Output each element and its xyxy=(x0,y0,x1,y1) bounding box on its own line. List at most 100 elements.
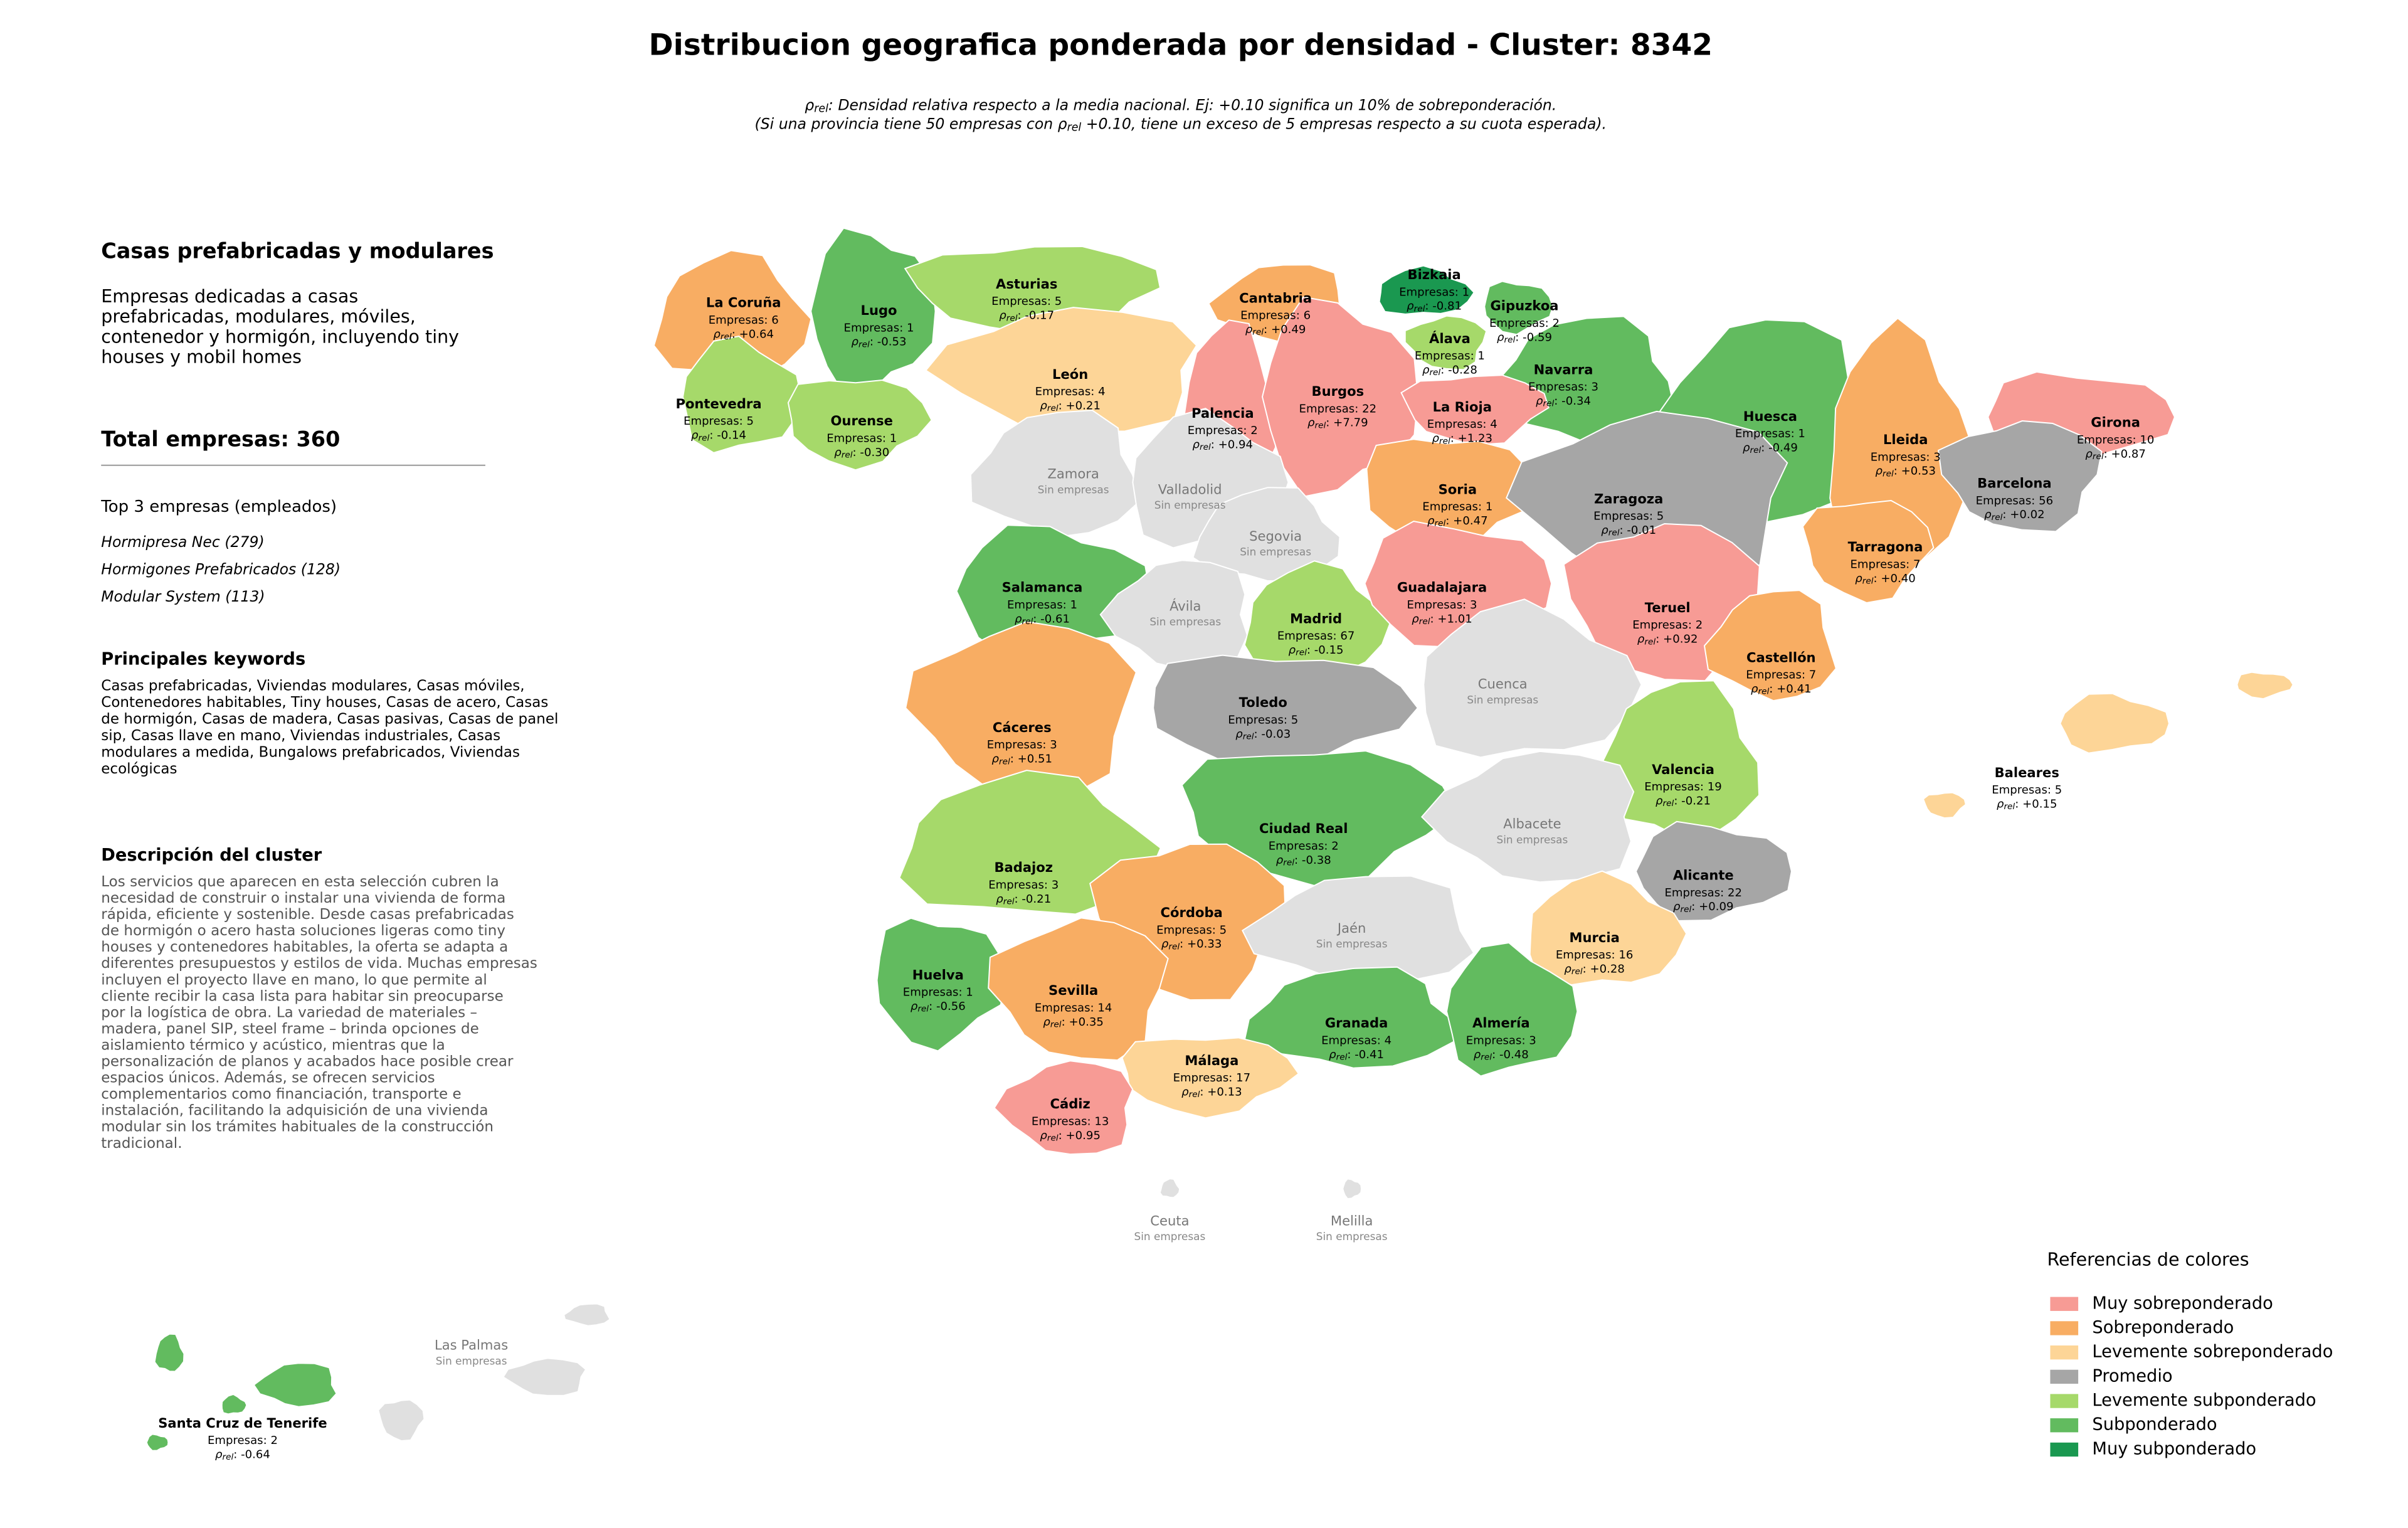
province-name: Cáceres xyxy=(993,719,1052,735)
province-shape xyxy=(1635,820,1792,922)
rho-symbol: ρ xyxy=(1407,300,1414,313)
rho-symbol: ρ xyxy=(1427,514,1435,528)
province-shape xyxy=(1484,280,1554,336)
legend-label: Promedio xyxy=(2092,1366,2172,1386)
legend-label: Muy sobreponderado xyxy=(2092,1293,2273,1313)
province-count: Empresas: 3 xyxy=(987,738,1057,751)
province-count: Empresas: 6 xyxy=(1240,309,1311,322)
province-count: Sin empresas xyxy=(1316,1230,1388,1243)
rho-value: : -0.56 xyxy=(929,1000,966,1013)
legend-label: Levemente subponderado xyxy=(2092,1391,2316,1410)
keywords-line: Contenedores habitables, Tiny houses, Ca… xyxy=(101,694,548,711)
rho-value: : -0.81 xyxy=(1425,300,1462,313)
province-shape xyxy=(1153,654,1419,772)
province-shape xyxy=(253,1362,337,1408)
rho-subscript: rel xyxy=(1543,399,1555,409)
legend-title: Referencias de colores xyxy=(2047,1249,2249,1270)
intro-line: prefabricadas, modulares, móviles, xyxy=(101,306,416,327)
top-heading: Top 3 empresas (empleados) xyxy=(100,497,337,516)
rho-symbol: ρ xyxy=(852,336,859,349)
description-heading: Descripción del cluster xyxy=(101,846,322,865)
description-line: modular sin los trámites habituales de l… xyxy=(101,1119,494,1135)
province-rho: ρrel: +0.40 xyxy=(1855,572,1916,586)
rho-subscript: rel xyxy=(1750,445,1761,455)
intro-line: Empresas dedicadas a casas xyxy=(101,286,358,307)
rho-symbol: ρ xyxy=(1743,441,1750,454)
rho-value: : -0.17 xyxy=(1018,309,1055,322)
rho-symbol: ρ xyxy=(1289,644,1296,657)
legend-label: Subponderado xyxy=(2092,1415,2217,1435)
province-count: Empresas: 3 xyxy=(1871,450,1941,464)
panel-heading: Casas prefabricadas y modulares xyxy=(101,238,494,263)
province-name: Ourense xyxy=(831,413,893,428)
province-name: La Coruña xyxy=(706,295,781,310)
province-count: Empresas: 2 xyxy=(208,1434,278,1447)
province-shape xyxy=(899,770,1162,915)
rho-value: : +0.41 xyxy=(1769,682,1811,696)
province-rho: ρrel: +0.13 xyxy=(1181,1085,1242,1100)
province-rho: ρrel: +0.94 xyxy=(1192,438,1253,452)
rho-subscript: rel xyxy=(858,339,870,349)
province-count: Sin empresas xyxy=(436,1355,507,1367)
province-shape xyxy=(924,307,1198,433)
rho-symbol: ρ xyxy=(991,753,999,766)
province-name: Valencia xyxy=(1652,761,1714,777)
province-name: Jaén xyxy=(1336,920,1366,936)
rho-subscript: rel xyxy=(1006,313,1018,323)
province-count: Empresas: 5 xyxy=(991,295,1062,308)
province-count: Empresas: 3 xyxy=(1466,1034,1536,1048)
rho-symbol: ρ xyxy=(999,309,1006,322)
province-name: Baleares xyxy=(1995,765,2059,780)
province-name: Burgos xyxy=(1312,383,1365,399)
province-shape xyxy=(1404,315,1487,371)
subtitle-line: (Si una provincia tiene 50 empresas con … xyxy=(755,115,1607,134)
keywords-line: de hormigón, Casas de madera, Casas pasi… xyxy=(101,711,558,728)
rho-subscript: rel xyxy=(1200,442,1211,452)
province-count: Empresas: 10 xyxy=(2077,433,2155,447)
rho-subscript: rel xyxy=(2093,452,2104,462)
rho-value: : +7.79 xyxy=(1326,416,1368,430)
province-rho: ρrel: -0.56 xyxy=(911,1000,966,1014)
province-rho: ρrel: +0.15 xyxy=(1997,797,2057,812)
province-count: Sin empresas xyxy=(1467,693,1538,706)
province-name: Zaragoza xyxy=(1594,491,1663,506)
rho-symbol: ρ xyxy=(996,893,1003,906)
province-shape xyxy=(1241,875,1475,987)
province-count: Empresas: 2 xyxy=(1489,317,1560,330)
rho-value: : +0.28 xyxy=(1583,962,1625,975)
rho-symbol: ρ xyxy=(1875,465,1883,478)
province-name: Alicante xyxy=(1673,867,1734,883)
description-line: necesidad de construir o instalar una vi… xyxy=(101,890,505,906)
rho-subscript: rel xyxy=(1283,858,1294,868)
rho-symbol: ρ xyxy=(1245,323,1253,336)
rho-subscript: rel xyxy=(1439,436,1450,446)
province-name: Salamanca xyxy=(1002,580,1083,595)
rho-value: : +0.02 xyxy=(2002,508,2044,521)
province-count: Empresas: 1 xyxy=(844,321,914,334)
province-rho: ρrel: -0.14 xyxy=(691,429,746,443)
province-shape xyxy=(1400,374,1550,446)
province-rho: ρrel: -0.30 xyxy=(834,446,889,460)
rho-subscript: rel xyxy=(1504,335,1516,345)
rho-subscript: rel xyxy=(1644,637,1656,647)
rho-subscript: rel xyxy=(1680,905,1691,915)
province-name: Santa Cruz de Tenerife xyxy=(158,1415,327,1431)
keywords-line: Casas prefabricadas, Viviendas modulares… xyxy=(101,677,524,694)
rho-symbol: ρ xyxy=(1161,938,1169,951)
rho-symbol: ρ xyxy=(834,446,842,459)
rho-symbol: ρ xyxy=(1235,728,1243,741)
province-count: Empresas: 22 xyxy=(1665,886,1743,899)
province-rho: ρrel: -0.41 xyxy=(1329,1048,1384,1063)
province-name: Pontevedra xyxy=(676,396,762,411)
rho-subscript: rel xyxy=(1315,420,1326,430)
rho-subscript: rel xyxy=(999,756,1010,767)
rho-value: : +1.23 xyxy=(1450,432,1492,445)
rho-subscript: rel xyxy=(1243,732,1254,742)
rho-subscript: rel xyxy=(1047,403,1059,413)
province-name: Asturias xyxy=(996,276,1057,292)
province-count: Sin empresas xyxy=(1149,615,1221,628)
description-line: aislamiento térmico y acústico, mientras… xyxy=(101,1037,445,1053)
province-rho: ρrel: -0.53 xyxy=(852,336,907,350)
province-count: Empresas: 13 xyxy=(1032,1115,1109,1128)
